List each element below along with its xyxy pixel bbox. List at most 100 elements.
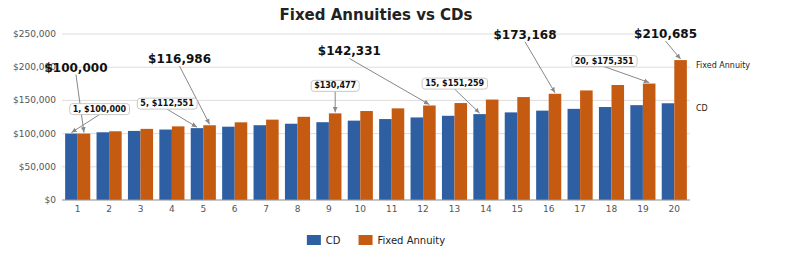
annotation-text: $173,168 xyxy=(493,28,556,42)
bar xyxy=(505,112,518,200)
annotation-text: $210,685 xyxy=(634,27,697,41)
annotation: $173,168 xyxy=(493,28,556,93)
annotation-arrow xyxy=(167,109,197,127)
legend-label: CD xyxy=(326,235,341,246)
title: Fixed Annuities vs CDs xyxy=(280,6,473,24)
bar xyxy=(473,114,486,200)
x-tick-label: 2 xyxy=(106,204,112,214)
annotation-arrow xyxy=(180,66,210,124)
annotation-text: $142,331 xyxy=(318,44,381,58)
annotation: $116,986 xyxy=(148,52,211,124)
end-label: Fixed Annuity xyxy=(696,61,750,70)
x-tick-label: 8 xyxy=(295,204,301,214)
x-tick-label: 3 xyxy=(138,204,144,214)
annotation-arrow xyxy=(71,115,99,133)
legend-item: CD xyxy=(307,235,341,246)
bar xyxy=(580,90,593,200)
grid-line xyxy=(62,133,690,134)
annotation-text: $116,986 xyxy=(148,52,211,66)
annotation-arrow xyxy=(349,58,429,104)
x-tick-label: 12 xyxy=(417,204,428,214)
bar xyxy=(674,60,687,200)
bar xyxy=(172,126,185,200)
bar xyxy=(630,105,643,200)
bar xyxy=(97,132,110,200)
grid-line xyxy=(62,166,690,167)
annotation-bubble: 15, $151,259 xyxy=(422,78,487,113)
bar xyxy=(65,134,78,200)
annotation-box xyxy=(70,104,130,115)
annotations: $100,000 1, $100,000 $116,986 5, $112,551 $1… xyxy=(44,27,697,132)
bar xyxy=(379,119,392,200)
bar xyxy=(329,113,342,200)
bar xyxy=(235,122,248,200)
annotation-text: 5, $112,551 xyxy=(140,99,194,108)
annotation-text: $100,000 xyxy=(44,61,107,75)
y-tick-label: $150,000 xyxy=(13,95,56,105)
x-tick-label: 18 xyxy=(606,204,618,214)
bar xyxy=(411,117,424,200)
bar xyxy=(612,85,625,200)
x-tick-label: 14 xyxy=(480,204,492,214)
bar xyxy=(549,94,562,200)
bar xyxy=(78,134,91,200)
y-tick-label: $100,000 xyxy=(13,129,56,139)
annotation-arrow xyxy=(666,41,681,59)
bar xyxy=(486,100,499,200)
bar xyxy=(517,97,530,200)
bar xyxy=(536,111,549,200)
legend-swatch xyxy=(307,235,321,245)
annotation-arrow xyxy=(604,67,649,83)
x-tick-label: 7 xyxy=(263,204,269,214)
bar xyxy=(662,103,675,200)
bar xyxy=(392,108,405,200)
x-tick-label: 15 xyxy=(512,204,523,214)
bar xyxy=(222,127,235,200)
x-tick-label: 10 xyxy=(355,204,367,214)
bar xyxy=(191,128,204,200)
annotation-box xyxy=(422,78,487,89)
bar xyxy=(266,120,279,200)
bars xyxy=(65,60,687,200)
annotation-arrow xyxy=(455,89,480,113)
legend: CD Fixed Annuity xyxy=(307,235,445,246)
bar xyxy=(455,103,468,200)
grid-line xyxy=(62,200,690,201)
chart: Fixed Annuities vs CDs$0$50,000$100,000$… xyxy=(0,0,790,259)
x-tick-label: 5 xyxy=(200,204,206,214)
annotation-box xyxy=(572,56,637,67)
bar xyxy=(360,111,373,200)
annotation-bubble: 5, $112,551 xyxy=(137,98,197,127)
legend-label: Fixed Annuity xyxy=(378,235,446,246)
y-tick-label: $250,000 xyxy=(13,29,56,39)
annotation-text: 1, $100,000 xyxy=(73,105,127,114)
bar xyxy=(254,125,267,200)
annotation-arrow xyxy=(335,91,336,112)
x-tick-label: 17 xyxy=(574,204,585,214)
x-tick-label: 19 xyxy=(637,204,649,214)
x-tick-label: 1 xyxy=(75,204,81,214)
bar xyxy=(348,121,361,200)
x-tick-label: 13 xyxy=(449,204,460,214)
annotation-bubble: 20, $175,351 xyxy=(572,56,649,83)
annotation-text: $130,477 xyxy=(314,81,356,90)
annotation-box xyxy=(311,80,359,91)
annotation-arrow xyxy=(525,42,555,93)
y-axis: $0$50,000$100,000$150,000$200,000$250,00… xyxy=(13,29,690,205)
annotation: $142,331 xyxy=(318,44,430,104)
legend-item: Fixed Annuity xyxy=(359,235,446,246)
bar xyxy=(159,130,172,200)
annotation-bubble: $130,477 xyxy=(311,80,359,112)
bar xyxy=(128,131,141,200)
end-label: CD xyxy=(696,104,708,113)
grid-line xyxy=(62,34,690,35)
bar xyxy=(643,84,656,200)
annotation-text: 20, $175,351 xyxy=(575,57,634,66)
annotation-text: 15, $151,259 xyxy=(425,79,484,88)
bar xyxy=(285,124,298,200)
bar xyxy=(203,125,216,200)
x-tick-label: 11 xyxy=(386,204,397,214)
bar xyxy=(599,107,612,200)
bar xyxy=(423,105,436,200)
legend-swatch xyxy=(359,235,373,245)
